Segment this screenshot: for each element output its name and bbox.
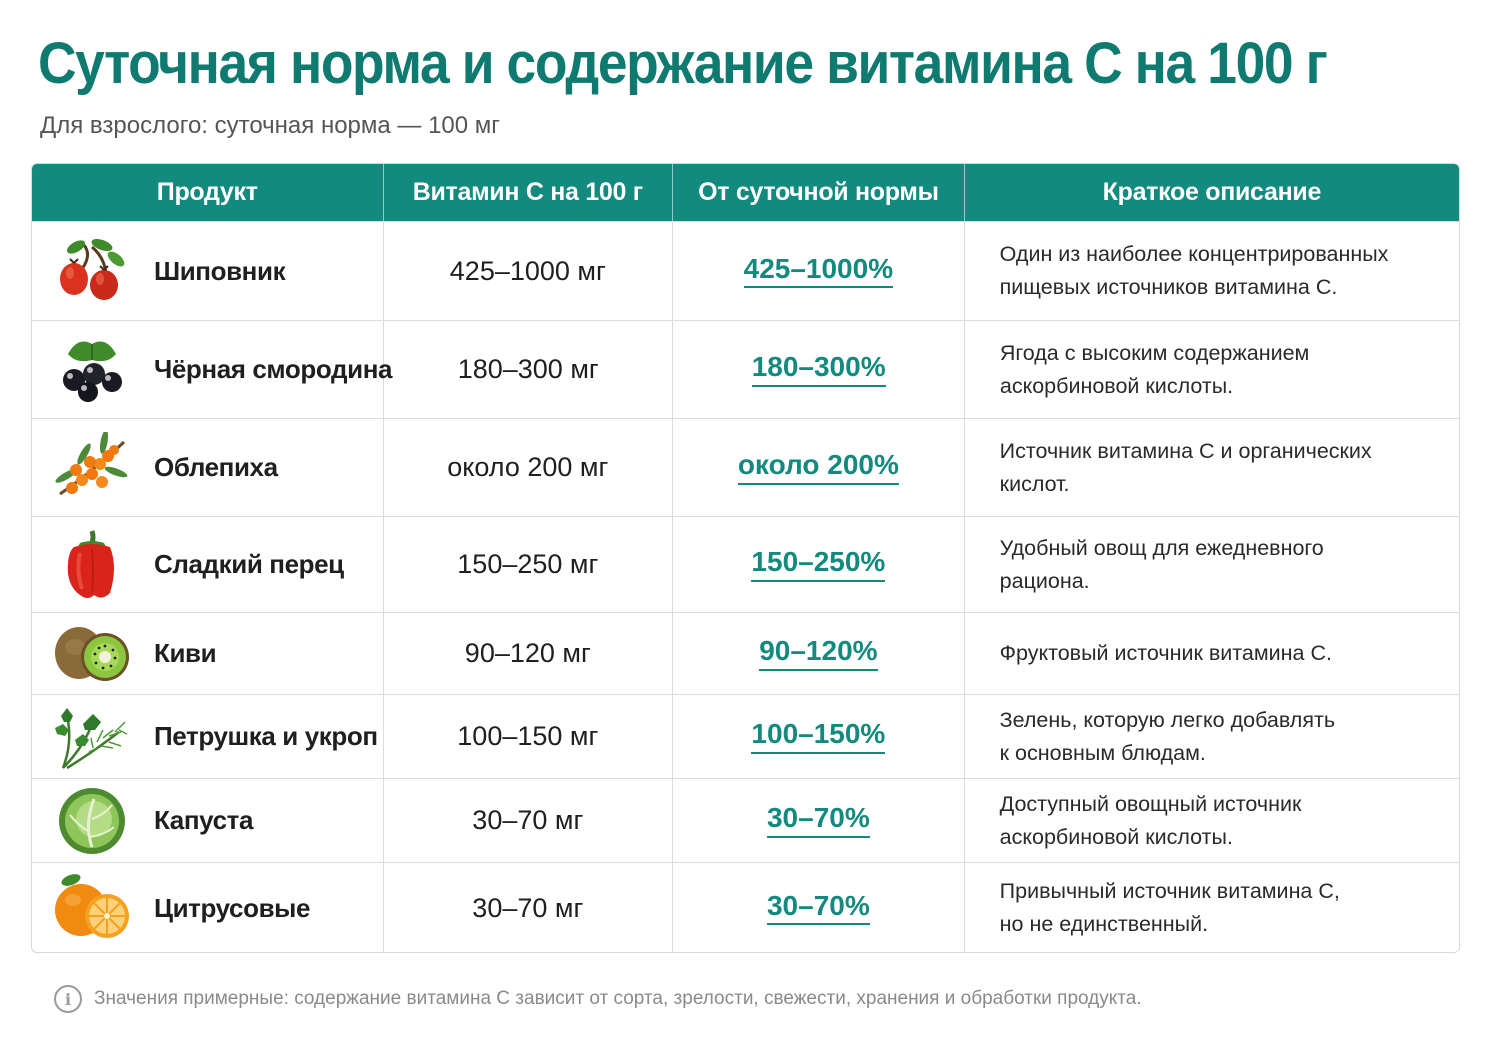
percent-value: 30–70% <box>766 890 870 926</box>
footnote-text: Значения примерные: содержание витамина … <box>94 988 1142 1009</box>
percent-value: 180–300% <box>751 351 886 387</box>
percent-value: 30–70% <box>766 802 870 838</box>
kiwi-icon <box>52 618 132 690</box>
product-cell: Облепиха <box>32 419 384 516</box>
description-text: Удобный овощ для ежедневного рациона. <box>999 535 1324 593</box>
percent-value: 100–150% <box>751 718 886 754</box>
product-name: Киви <box>154 638 217 668</box>
percent-cell: 100–150% <box>673 695 965 778</box>
product-cell: Петрушка и укроп <box>32 695 384 778</box>
rosehip-icon <box>52 235 132 307</box>
blackcurrant-icon <box>52 334 132 406</box>
description-text: Зелень, которую легко добавлять к основн… <box>999 707 1336 765</box>
vitamin-table: Продукт Витамин С на 100 г От суточной н… <box>31 163 1460 953</box>
vitamin-amount: 90–120 мг <box>384 613 674 694</box>
product-cell: Киви <box>32 613 384 694</box>
sea-buckthorn-icon <box>52 431 132 504</box>
description-text: Привычный источник витамина С, но не еди… <box>999 879 1340 936</box>
herbs-icon <box>52 701 132 773</box>
percent-cell: 425–1000% <box>673 222 965 320</box>
table-row: Чёрная смородина 180–300 мг 180–300% Яго… <box>32 320 1459 418</box>
vitamin-amount: 30–70 мг <box>384 863 674 952</box>
percent-cell: 30–70% <box>673 779 965 862</box>
table-row: Сладкий перец 150–250 мг 150–250% Удобны… <box>32 516 1459 612</box>
product-name: Шиповник <box>154 255 286 286</box>
vitamin-amount: 180–300 мг <box>384 321 674 418</box>
description-text: Ягода с высоким содержанием аскорбиновой… <box>999 340 1310 398</box>
description-cell: Удобный овощ для ежедневного рациона. <box>965 517 1459 612</box>
vitamin-amount: около 200 мг <box>384 419 674 516</box>
info-icon: i <box>54 985 82 1013</box>
column-header-description: Краткое описание <box>1102 178 1322 206</box>
table-row: Шиповник 425–1000 мг 425–1000% Один из н… <box>32 221 1459 320</box>
column-header-product: Продукт <box>32 164 384 221</box>
vitamin-amount: 425–1000 мг <box>384 222 674 320</box>
description-text: Один из наиболее концентрированных пищев… <box>999 242 1389 299</box>
percent-value: около 200% <box>737 449 899 485</box>
description-text: Доступный овощный источник аскорбиновой … <box>999 791 1302 849</box>
product-name: Чёрная смородина <box>154 354 393 384</box>
percent-value: 425–1000% <box>743 253 894 289</box>
page-subtitle: Для взрослого: суточная норма — 100 мг <box>40 112 501 139</box>
product-name: Облепиха <box>154 452 278 482</box>
product-name: Петрушка и укроп <box>154 721 378 751</box>
bell-pepper-icon <box>52 529 132 601</box>
product-cell: Сладкий перец <box>32 517 384 612</box>
description-text: Источник витамина С и органических кисло… <box>999 438 1372 496</box>
description-cell: Один из наиболее концентрированных пищев… <box>965 222 1459 320</box>
product-cell: Капуста <box>32 779 384 862</box>
description-text: Фруктовый источник витамина С. <box>999 641 1332 665</box>
vitamin-amount: 150–250 мг <box>384 517 674 612</box>
vitamin-amount: 100–150 мг <box>384 695 674 778</box>
table-row: Облепиха около 200 мг около 200% Источни… <box>32 418 1459 516</box>
description-cell: Доступный овощный источник аскорбиновой … <box>965 779 1459 862</box>
vitamin-amount: 30–70 мг <box>384 779 674 862</box>
table-row: Киви 90–120 мг 90–120% Фруктовый источни… <box>32 612 1459 694</box>
citrus-icon <box>52 872 132 944</box>
column-header-percent: От суточной нормы <box>673 164 965 221</box>
table-row: Цитрусовые 30–70 мг 30–70% Привычный ист… <box>32 862 1459 952</box>
product-name: Капуста <box>154 805 254 835</box>
percent-value: 150–250% <box>751 546 886 582</box>
column-header-vitamin: Витамин С на 100 г <box>384 164 674 221</box>
product-cell: Чёрная смородина <box>32 321 392 418</box>
percent-value: 90–120% <box>759 635 878 671</box>
product-cell: Шиповник <box>32 222 384 320</box>
percent-cell: 90–120% <box>673 613 965 694</box>
table-row: Петрушка и укроп 100–150 мг 100–150% Зел… <box>32 694 1459 778</box>
cabbage-icon <box>52 785 132 857</box>
description-cell: Ягода с высоким содержанием аскорбиновой… <box>965 321 1459 418</box>
description-cell: Источник витамина С и органических кисло… <box>965 419 1459 516</box>
table-row: Капуста 30–70 мг 30–70% Доступный овощны… <box>32 778 1459 862</box>
product-name: Цитрусовые <box>154 892 311 923</box>
description-cell: Зелень, которую легко добавлять к основн… <box>965 695 1459 778</box>
product-name: Сладкий перец <box>154 549 344 579</box>
table-header: Продукт Витамин С на 100 г От суточной н… <box>32 164 1459 221</box>
footnote: i Значения примерные: содержание витамин… <box>54 985 1142 1013</box>
page-title: Суточная норма и содержание витамина С н… <box>38 31 1328 96</box>
percent-cell: 30–70% <box>673 863 965 952</box>
percent-cell: 180–300% <box>673 321 965 418</box>
product-cell: Цитрусовые <box>32 863 384 952</box>
description-cell: Фруктовый источник витамина С. <box>965 613 1459 694</box>
description-cell: Привычный источник витамина С, но не еди… <box>965 863 1459 952</box>
percent-cell: около 200% <box>673 419 965 516</box>
percent-cell: 150–250% <box>673 517 965 612</box>
